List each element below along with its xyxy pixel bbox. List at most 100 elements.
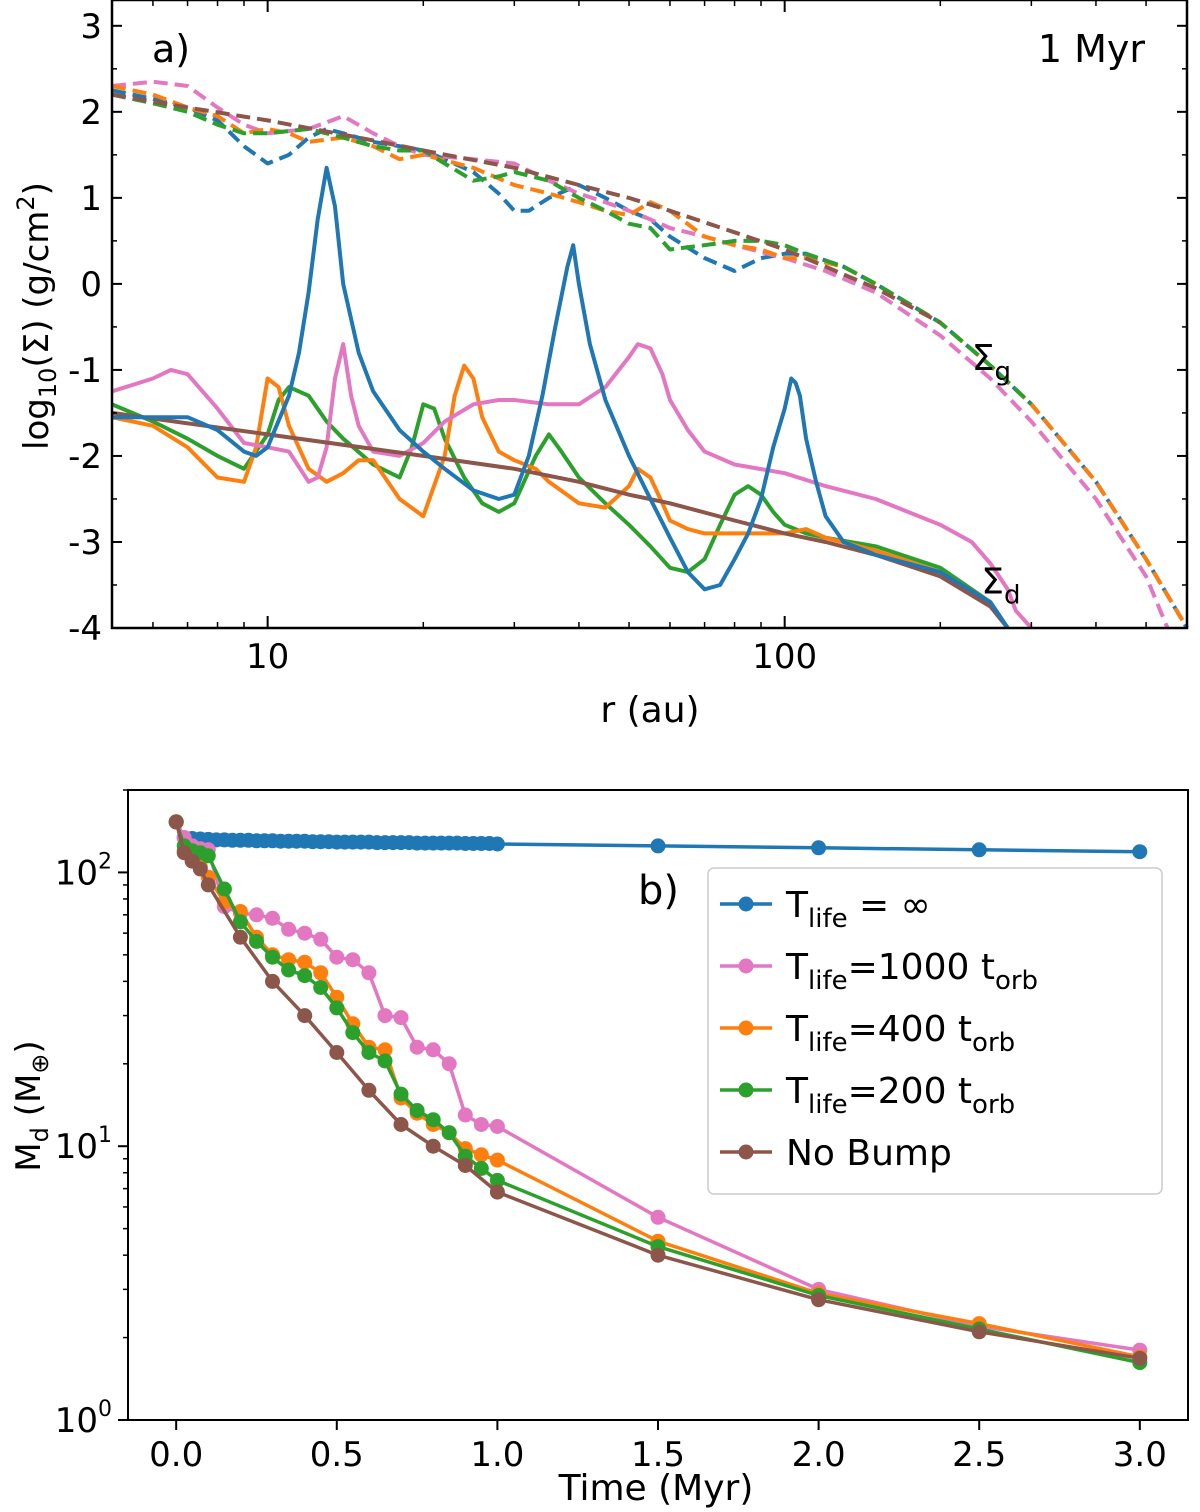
data-point: [216, 881, 232, 897]
data-point: [249, 907, 264, 923]
legend-item-tlife: Tlife = ∞: [720, 885, 931, 934]
data-point: [1132, 844, 1148, 860]
data-point: [361, 1082, 377, 1098]
data-point: [971, 1324, 987, 1340]
data-point: [473, 1117, 489, 1132]
data-point: [297, 954, 313, 970]
data-point: [345, 1025, 361, 1041]
data-point: [377, 1042, 393, 1058]
data-point: [192, 861, 208, 877]
data-point: [393, 1086, 409, 1102]
series-dust-tlife-1000-torb: [112, 342, 1033, 628]
legend-swatch-marker: [738, 958, 754, 974]
data-point: [971, 842, 987, 858]
data-point: [409, 1039, 425, 1055]
panel-a-label: a): [152, 27, 190, 71]
x-tick-label: 1.5: [631, 1435, 685, 1475]
panel-b-ticks: 0.0 0.5 1.0 1.5 2.0 2.5 3.0 100 101 102: [55, 789, 1167, 1475]
data-point: [650, 1247, 666, 1263]
data-point: [361, 1045, 377, 1060]
legend-item-tlife-200-torb: Tlife=200 torb: [720, 1071, 1015, 1120]
series-dust-no-bump: [112, 410, 1010, 628]
series-tlife: [168, 814, 1148, 860]
data-point: [425, 1112, 441, 1128]
series-gas-tlife-200-torb: [112, 92, 1033, 406]
legend-swatch-marker: [738, 1082, 754, 1098]
data-point: [249, 933, 264, 949]
data-point: [377, 1053, 393, 1069]
x-tick-label: 100: [752, 637, 817, 677]
legend-box: [707, 867, 1163, 1195]
data-point: [457, 1158, 473, 1173]
legend-swatch-marker: [738, 1020, 754, 1036]
data-point: [441, 1125, 457, 1141]
legend-label: Tlife=400 torb: [785, 1009, 1015, 1058]
x-tick-label: 2.0: [792, 1435, 846, 1475]
series-gas-no-bump: [112, 92, 942, 325]
data-point: [650, 1209, 666, 1225]
data-point: [297, 925, 313, 941]
data-point: [297, 1008, 313, 1024]
panel-b: 0.0 0.5 1.0 1.5 2.0 2.5 3.0 100 101 102 b) Time (…: [9, 789, 1189, 1509]
data-point: [473, 1160, 489, 1176]
data-point: [811, 840, 827, 856]
data-point: [281, 952, 297, 968]
series-gas-tlife: [112, 88, 1189, 628]
data-point: [265, 973, 280, 989]
legend-label: Tlife = ∞: [785, 885, 931, 934]
y-tick-label: -4: [68, 609, 102, 649]
panel-a-xlabel: r (au): [600, 690, 699, 731]
x-tick-label: 0.5: [310, 1435, 364, 1475]
annotation-sigma-d: Σd: [981, 562, 1020, 611]
legend-item-no-bump: No Bump: [720, 1133, 952, 1174]
y-tick-label: 102: [55, 849, 112, 893]
x-tick-label: 0.0: [149, 1435, 203, 1475]
panel-b-legend: Tlife = ∞ Tlife=1000 torb Tlife=400 torb Tl…: [707, 867, 1163, 1195]
panel-a-annotations: Σg Σd: [972, 338, 1021, 611]
data-point: [393, 1117, 409, 1132]
data-point: [265, 910, 280, 926]
data-point: [200, 877, 216, 893]
data-point: [489, 1172, 505, 1188]
panel-b-ylabel: Md (M⊕): [9, 1040, 54, 1171]
series-dust-tlife-200-torb: [112, 385, 1010, 628]
x-tick-label: 2.5: [952, 1435, 1006, 1475]
series-dust-tlife: [112, 165, 1010, 628]
data-point: [313, 965, 329, 981]
y-tick-label: 3: [80, 7, 102, 47]
data-point: [313, 980, 329, 995]
y-tick-label: 100: [55, 1397, 112, 1441]
data-point: [329, 1045, 345, 1060]
data-point: [232, 929, 248, 945]
legend-label: Tlife=200 torb: [785, 1071, 1015, 1120]
legend-swatch-marker: [738, 896, 754, 912]
panel-b-label: b): [638, 868, 679, 914]
x-tick-label: 3.0: [1113, 1435, 1167, 1475]
panel-a-frame: [110, 0, 1189, 630]
data-point: [425, 1042, 441, 1058]
data-point: [441, 1056, 457, 1072]
data-point: [361, 965, 377, 981]
data-point: [329, 949, 345, 965]
data-point: [1132, 1350, 1148, 1366]
data-point: [281, 921, 297, 937]
data-point: [200, 848, 216, 864]
x-tick-label: 1.0: [470, 1435, 524, 1475]
series-no-bump: [168, 814, 1148, 1366]
data-point: [425, 1138, 441, 1154]
data-point: [489, 1119, 505, 1134]
panel-a-series: [112, 79, 1189, 628]
legend-item-tlife-1000-torb: Tlife=1000 torb: [720, 947, 1038, 996]
y-tick-label: 0: [80, 265, 102, 305]
y-tick-label: 2: [80, 93, 102, 133]
series-dust-tlife-400-torb: [112, 363, 1010, 628]
panel-b-xlabel: Time (Myr): [558, 1468, 754, 1509]
y-tick-label: -2: [68, 437, 102, 477]
data-point: [329, 1000, 345, 1016]
legend-label: No Bump: [786, 1133, 952, 1174]
y-tick-label: -1: [68, 351, 102, 391]
series-gas-tlife-1000-torb: [112, 79, 1170, 628]
data-point: [489, 1152, 505, 1168]
